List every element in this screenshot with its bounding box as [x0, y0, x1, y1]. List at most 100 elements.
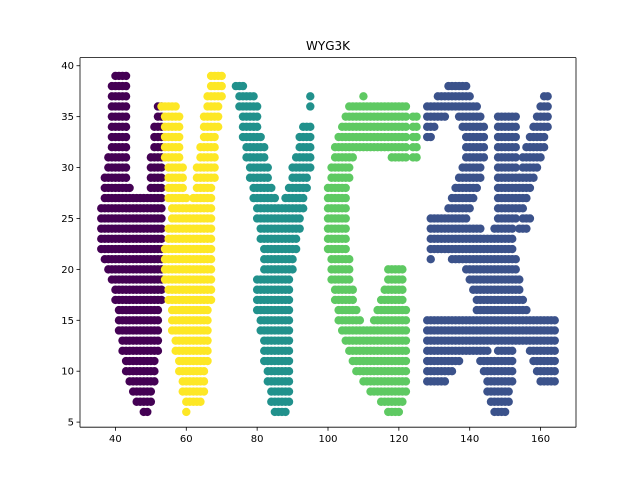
data-point	[550, 346, 559, 356]
data-point	[500, 407, 510, 417]
data-point	[536, 153, 545, 162]
data-point	[511, 143, 520, 152]
data-point	[398, 397, 407, 406]
data-point	[302, 173, 311, 182]
data-point	[206, 255, 216, 264]
data-point	[345, 163, 354, 172]
data-point	[518, 295, 528, 305]
data-point	[341, 244, 350, 254]
data-point	[210, 132, 219, 142]
data-point	[150, 367, 159, 376]
data-point	[511, 112, 520, 121]
data-point	[175, 132, 184, 142]
data-point	[295, 224, 304, 233]
data-point	[182, 407, 191, 417]
data-point	[306, 102, 315, 111]
data-point	[203, 326, 212, 335]
data-point	[306, 132, 315, 142]
data-point	[306, 163, 315, 172]
data-point	[511, 214, 520, 223]
data-point	[465, 204, 474, 213]
data-point	[263, 163, 272, 172]
y-tick-label: 40	[61, 61, 74, 72]
data-point	[401, 112, 411, 121]
data-point	[465, 92, 474, 101]
series-3	[323, 92, 421, 417]
data-point	[206, 234, 216, 244]
data-point	[284, 397, 294, 406]
data-point	[206, 224, 216, 233]
data-point	[299, 204, 308, 213]
data-point	[150, 356, 159, 366]
data-point	[508, 367, 517, 376]
data-point	[472, 183, 481, 193]
data-point	[479, 132, 489, 142]
data-point	[479, 143, 489, 152]
data-point	[206, 285, 216, 294]
data-point	[203, 316, 212, 325]
data-point	[284, 387, 294, 396]
data-point	[550, 356, 559, 366]
data-point	[543, 102, 552, 111]
data-point	[213, 122, 223, 132]
x-tick-label: 100	[318, 434, 337, 445]
data-point	[341, 183, 350, 193]
data-point	[476, 224, 485, 233]
data-point	[284, 346, 294, 356]
data-point	[291, 234, 301, 244]
data-point	[213, 112, 223, 121]
x-tick-label: 60	[180, 434, 193, 445]
data-point	[532, 163, 542, 172]
data-point	[401, 305, 411, 315]
data-point	[206, 183, 216, 193]
data-point	[522, 224, 531, 233]
data-point	[401, 367, 411, 376]
data-point	[199, 367, 209, 376]
data-point	[511, 163, 520, 172]
data-point	[121, 102, 131, 111]
data-point	[121, 132, 131, 142]
data-point	[203, 336, 212, 345]
data-point	[175, 153, 184, 162]
y-tick-label: 5	[68, 418, 74, 429]
data-point	[203, 346, 212, 356]
data-point	[213, 102, 223, 111]
data-point	[157, 204, 166, 213]
data-point	[121, 173, 131, 182]
data-point	[401, 122, 411, 132]
x-axis-ticks: 40 60 80 100 120 140 160	[109, 427, 550, 445]
data-point	[348, 285, 357, 294]
data-point	[508, 377, 517, 386]
y-tick-label: 25	[61, 214, 74, 225]
y-axis-ticks: 5 10 15 20 25 30 35 40	[61, 61, 80, 429]
data-point	[171, 102, 180, 111]
data-point	[217, 71, 226, 81]
data-point	[508, 234, 517, 244]
data-point	[284, 305, 294, 315]
data-point	[518, 204, 528, 213]
data-point	[196, 397, 205, 406]
data-point	[543, 92, 552, 101]
data-point	[550, 367, 559, 376]
data-point	[157, 214, 166, 223]
data-point	[341, 193, 350, 203]
data-point	[306, 122, 315, 132]
data-point	[306, 153, 315, 162]
data-point	[178, 173, 187, 182]
y-tick-label: 35	[61, 112, 74, 123]
data-point	[504, 387, 513, 396]
data-point	[479, 153, 489, 162]
data-point	[345, 265, 354, 274]
data-point	[199, 377, 209, 386]
data-point	[203, 356, 212, 366]
data-point	[550, 377, 559, 386]
data-point	[394, 407, 404, 417]
data-point	[412, 132, 421, 142]
data-point	[398, 275, 407, 284]
data-point	[461, 214, 471, 223]
data-point	[508, 356, 517, 366]
data-point	[146, 387, 156, 396]
data-point	[252, 102, 262, 111]
data-point	[398, 265, 407, 274]
data-point	[153, 336, 163, 345]
